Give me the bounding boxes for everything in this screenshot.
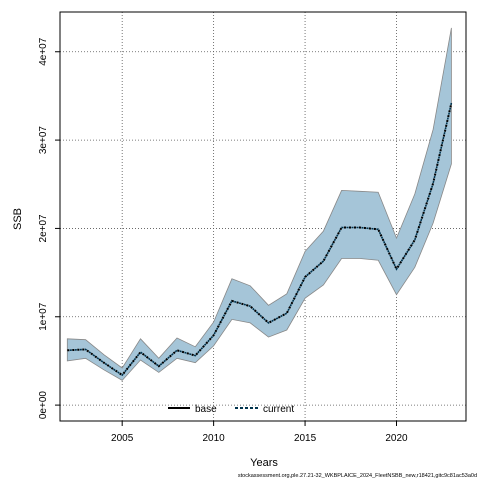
legend-label-base: base <box>195 404 217 415</box>
y-tick-label: 4e+07 <box>38 37 49 66</box>
footer-source-text: stockassessment.org,ple.27.21-32_WKBPLAI… <box>238 473 477 479</box>
series-line-current <box>67 102 453 377</box>
x-axis-title: Years <box>250 457 278 469</box>
y-tick-label: 0e+00 <box>38 391 49 420</box>
plot-frame <box>59 11 467 422</box>
series-line-base <box>67 102 453 377</box>
x-tick-label: 2020 <box>385 433 408 444</box>
y-tick-label: 2e+07 <box>38 214 49 243</box>
x-axis-ticks: 2005 2010 2015 2020 <box>111 421 408 444</box>
x-tick-label: 2005 <box>111 433 134 444</box>
confidence-band <box>66 27 452 381</box>
x-tick-label: 2015 <box>294 433 317 444</box>
grid-lines <box>60 12 466 421</box>
legend-label-current: current <box>263 404 294 415</box>
y-tick-label: 1e+07 <box>38 302 49 331</box>
y-tick-label: 3e+07 <box>38 126 49 155</box>
y-axis-title: SSB <box>12 208 24 230</box>
x-tick-label: 2010 <box>202 433 225 444</box>
legend: base current <box>168 404 294 415</box>
y-axis-ticks: 0e+00 1e+07 2e+07 3e+07 4e+07 <box>38 37 60 419</box>
